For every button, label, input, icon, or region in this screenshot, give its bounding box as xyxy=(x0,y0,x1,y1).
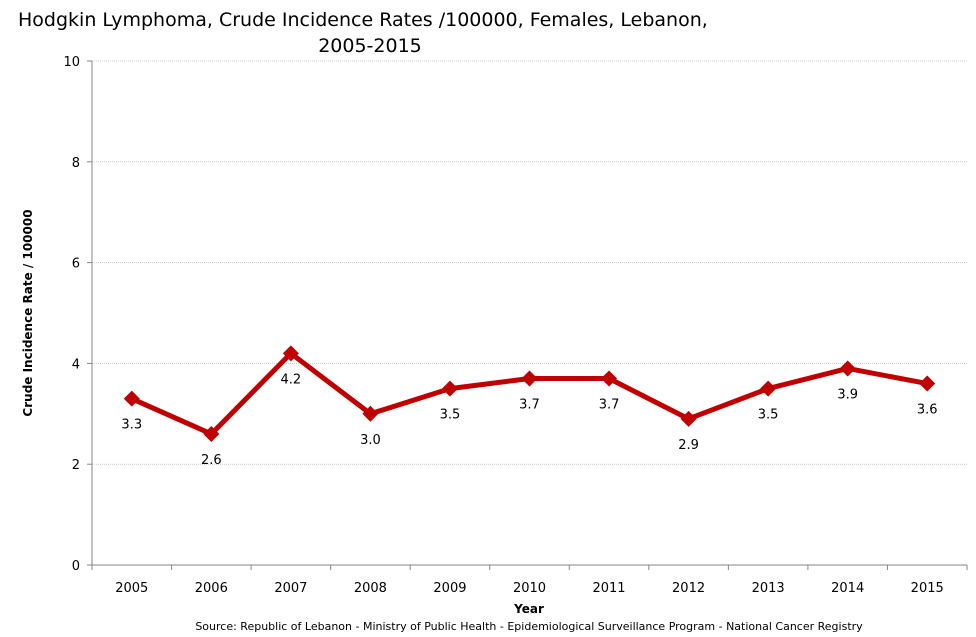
x-tick-label: 2007 xyxy=(274,581,307,596)
y-tick-label: 0 xyxy=(72,559,80,574)
data-point-marker xyxy=(601,370,618,387)
x-tick-labels: 2005 2006 2007 2008 2009 2010 2011 2012 2013 2014… xyxy=(115,581,944,596)
x-axis-label: Year xyxy=(513,602,544,616)
y-tick-label: 10 xyxy=(63,55,80,70)
y-axis-label: Crude Incidence Rate / 100000 xyxy=(21,209,35,416)
data-label: 3.7 xyxy=(599,398,620,413)
y-tick-label: 6 xyxy=(72,257,80,272)
series-polyline xyxy=(130,350,928,437)
y-tick-labels: 0 2 4 6 8 10 xyxy=(63,55,80,574)
y-tick-label: 8 xyxy=(72,156,80,171)
data-label: 3.9 xyxy=(837,387,858,402)
x-tick-label: 2015 xyxy=(911,581,944,596)
chart-title-line2: 2005-2015 xyxy=(318,35,422,57)
x-tick-label: 2005 xyxy=(115,581,148,596)
data-point-marker xyxy=(680,410,697,427)
x-tick-label: 2009 xyxy=(433,581,466,596)
data-label: 3.5 xyxy=(758,408,779,423)
x-tick-label: 2013 xyxy=(752,581,785,596)
data-point-marker xyxy=(362,405,379,422)
x-tick-label: 2010 xyxy=(513,581,546,596)
data-label: 2.6 xyxy=(201,453,222,468)
data-label: 3.7 xyxy=(519,398,540,413)
y-tick-label: 4 xyxy=(72,357,80,372)
x-tick-label: 2008 xyxy=(354,581,387,596)
data-point-marker xyxy=(123,390,140,407)
data-label: 3.6 xyxy=(917,403,938,418)
data-label: 3.5 xyxy=(440,408,461,423)
data-point-marker xyxy=(282,345,299,362)
y-tick-label: 2 xyxy=(72,458,80,473)
data-label: 2.9 xyxy=(678,438,699,453)
x-tick-label: 2011 xyxy=(592,581,625,596)
data-point-marker xyxy=(839,360,856,377)
source-note: Source: Republic of Lebanon - Ministry o… xyxy=(195,620,863,633)
x-tick-label: 2006 xyxy=(195,581,228,596)
series-line xyxy=(123,345,936,442)
data-point-marker xyxy=(521,370,538,387)
chart-title-line1: Hodgkin Lymphoma, Crude Incidence Rates … xyxy=(18,9,708,31)
data-label: 3.0 xyxy=(360,433,381,448)
data-label: 4.2 xyxy=(281,372,302,387)
x-tick-label: 2014 xyxy=(831,581,864,596)
data-point-marker xyxy=(203,425,220,442)
data-labels: 3.3 2.6 4.2 3.0 3.5 3.7 3.7 2.9 3.5 3.9 3.6 xyxy=(121,372,937,468)
axes xyxy=(87,60,968,570)
data-point-marker xyxy=(760,380,777,397)
data-point-marker xyxy=(919,375,936,392)
data-label: 3.3 xyxy=(121,418,142,433)
data-point-marker xyxy=(441,380,458,397)
x-tick-label: 2012 xyxy=(672,581,705,596)
